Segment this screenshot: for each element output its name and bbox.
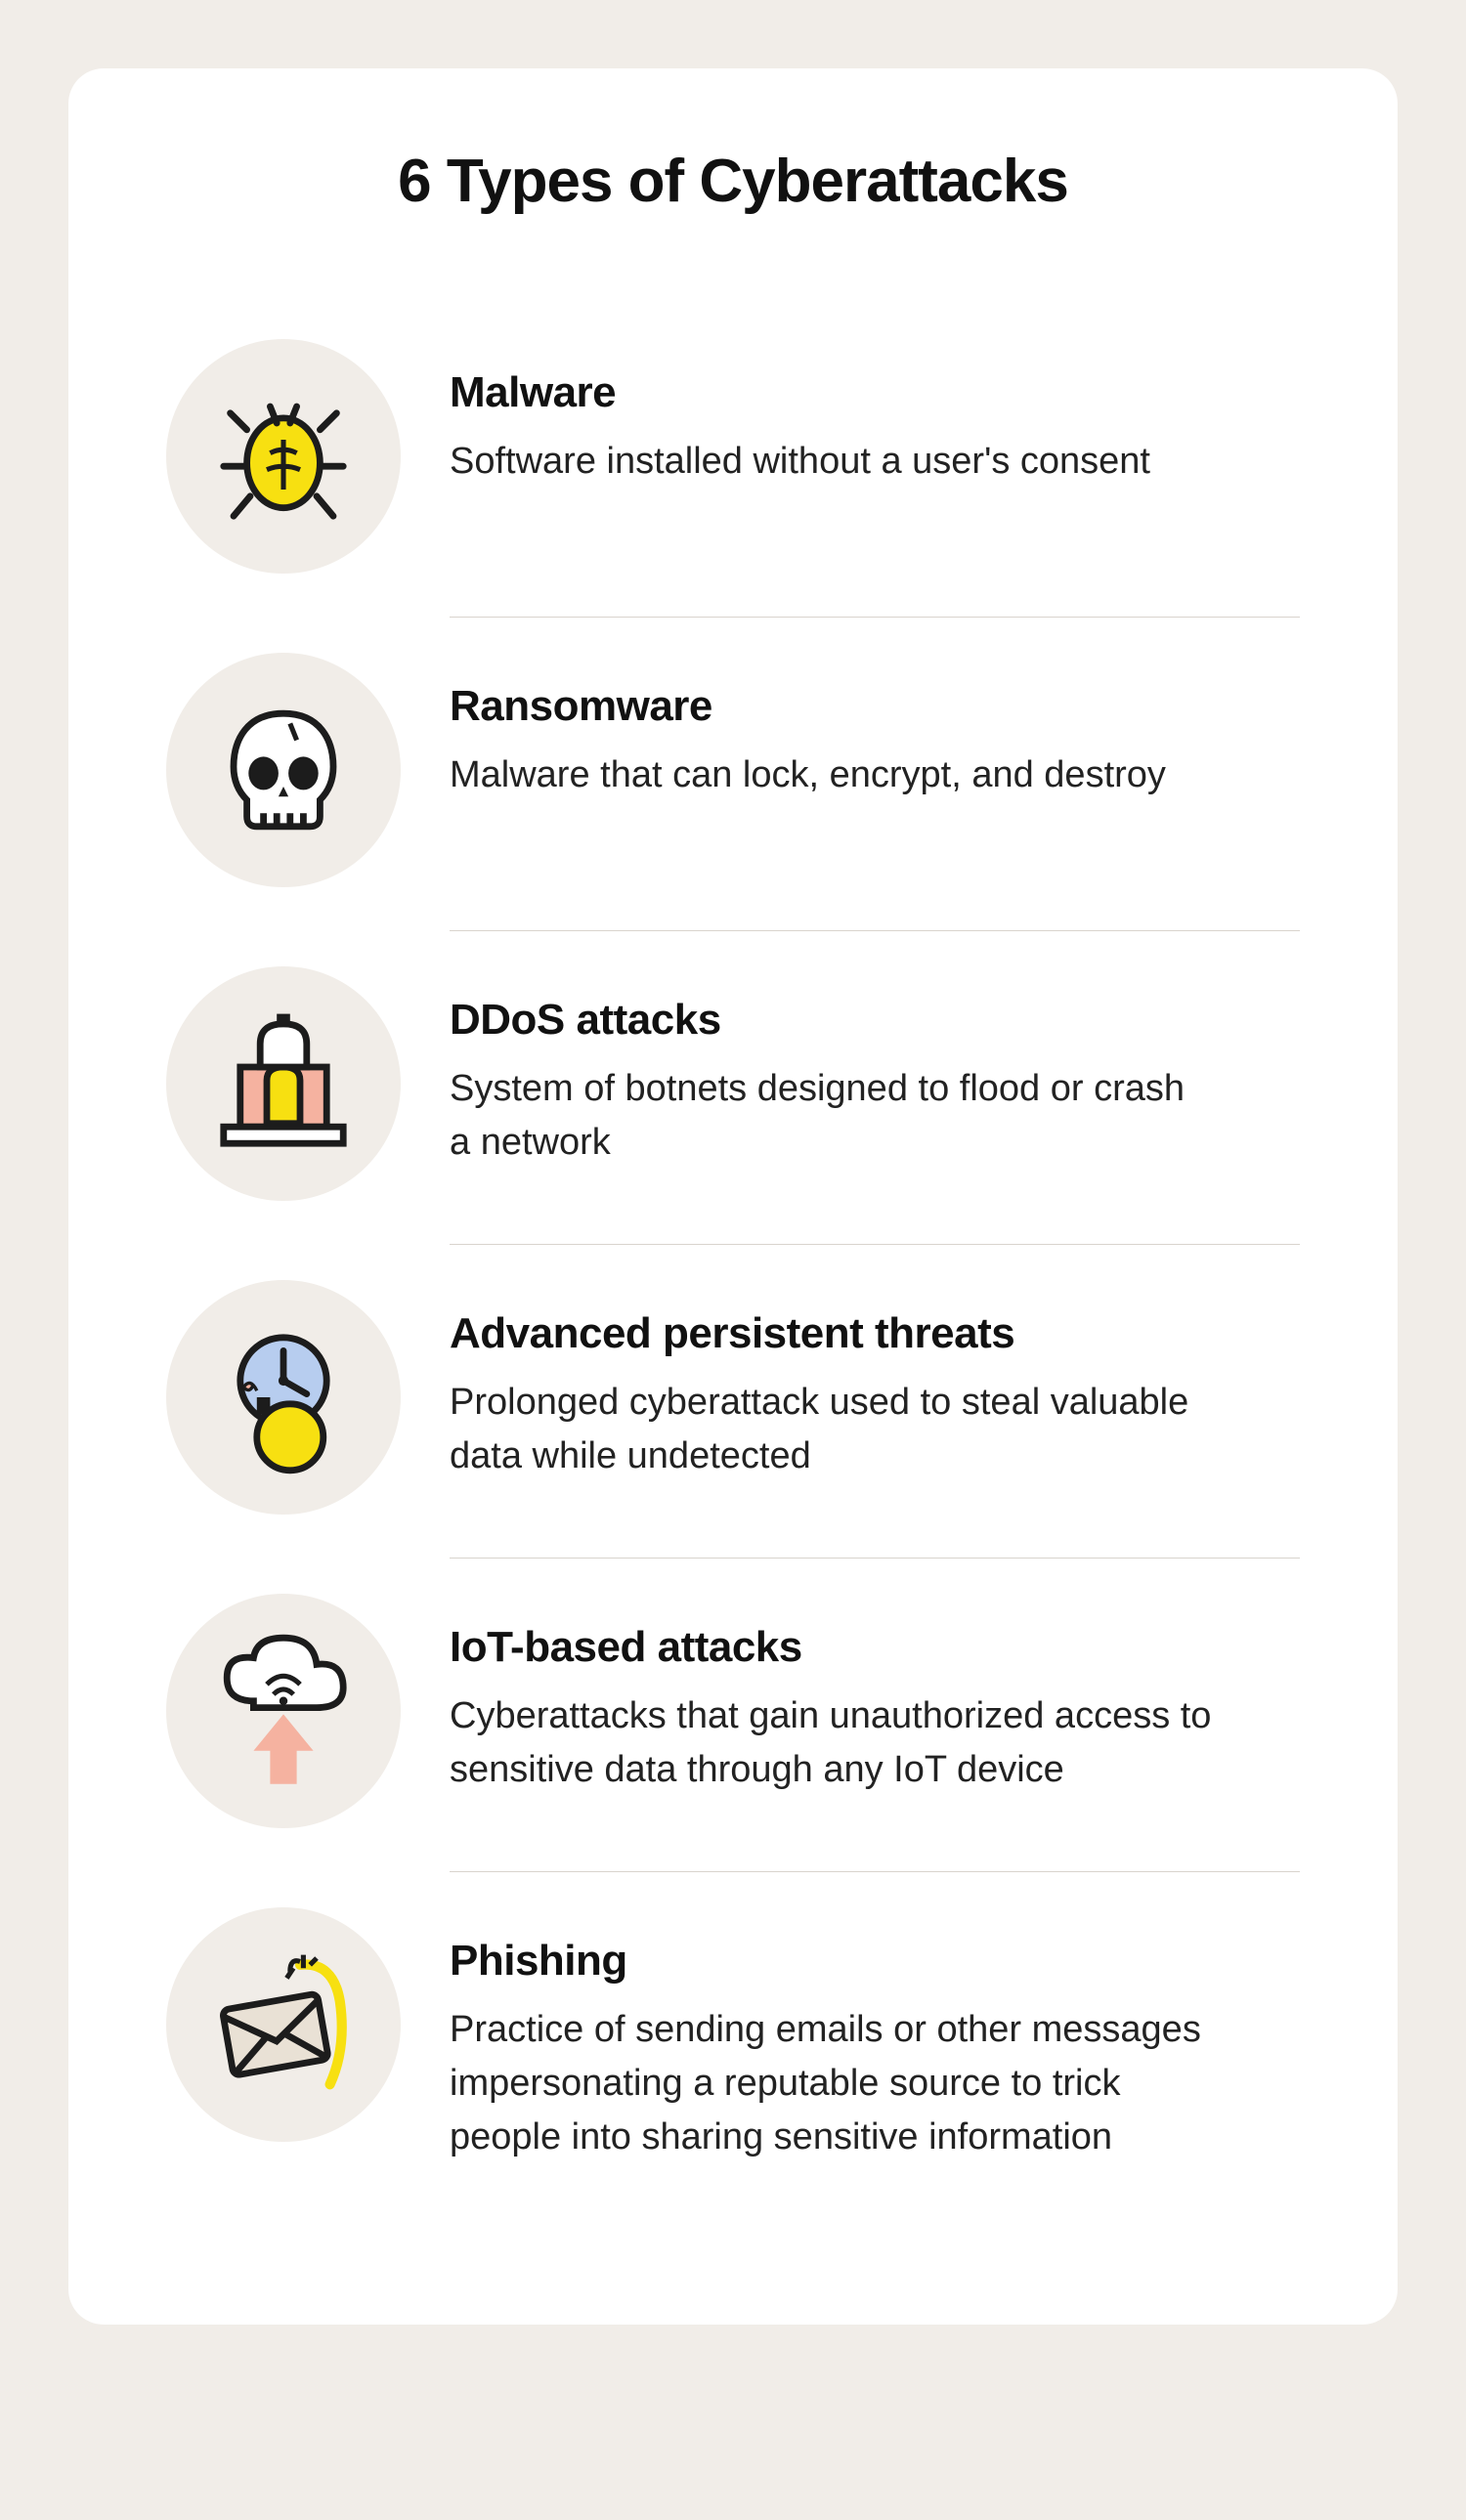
item-text: IoT-based attacks Cyberattacks that gain… (450, 1594, 1300, 1797)
item-title: IoT-based attacks (450, 1623, 1300, 1672)
list-item: Advanced persistent threats Prolonged cy… (166, 1245, 1300, 1558)
item-desc: Software installed without a user's cons… (450, 435, 1212, 489)
item-text: Malware Software installed without a use… (450, 339, 1300, 489)
phishing-mail-icon (166, 1907, 401, 2142)
item-title: Phishing (450, 1937, 1300, 1986)
item-title: DDoS attacks (450, 996, 1300, 1045)
item-title: Ransomware (450, 682, 1300, 731)
clock-bomb-icon (166, 1280, 401, 1515)
item-text: Ransomware Malware that can lock, encryp… (450, 653, 1300, 802)
laptop-bomb-icon (166, 966, 401, 1201)
cloud-upload-icon (166, 1594, 401, 1828)
list-item: Ransomware Malware that can lock, encryp… (166, 618, 1300, 930)
infographic-card: 6 Types of Cyberattacks Malware Software… (68, 68, 1398, 2325)
list-item: Malware Software installed without a use… (166, 304, 1300, 617)
item-text: DDoS attacks System of botnets designed … (450, 966, 1300, 1170)
item-desc: System of botnets designed to flood or c… (450, 1062, 1212, 1170)
list-item: IoT-based attacks Cyberattacks that gain… (166, 1559, 1300, 1871)
skull-icon (166, 653, 401, 887)
item-desc: Prolonged cyberattack used to steal valu… (450, 1376, 1212, 1483)
item-desc: Practice of sending emails or other mess… (450, 2003, 1212, 2164)
list-item: DDoS attacks System of botnets designed … (166, 931, 1300, 1244)
page-title: 6 Types of Cyberattacks (166, 147, 1300, 216)
list-item: Phishing Practice of sending emails or o… (166, 1872, 1300, 2207)
bug-icon (166, 339, 401, 574)
item-text: Phishing Practice of sending emails or o… (450, 1907, 1300, 2164)
item-title: Advanced persistent threats (450, 1309, 1300, 1358)
item-title: Malware (450, 368, 1300, 417)
item-text: Advanced persistent threats Prolonged cy… (450, 1280, 1300, 1483)
item-desc: Cyberattacks that gain unauthorized acce… (450, 1689, 1212, 1797)
item-desc: Malware that can lock, encrypt, and dest… (450, 748, 1212, 802)
